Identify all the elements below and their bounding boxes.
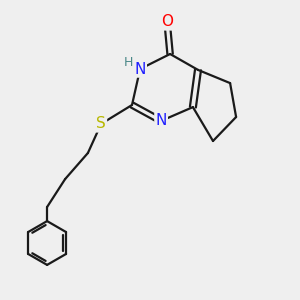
Text: S: S — [96, 116, 106, 131]
Text: N: N — [155, 113, 167, 128]
Text: O: O — [161, 14, 173, 29]
Text: N: N — [134, 61, 146, 76]
Text: H: H — [124, 56, 134, 69]
